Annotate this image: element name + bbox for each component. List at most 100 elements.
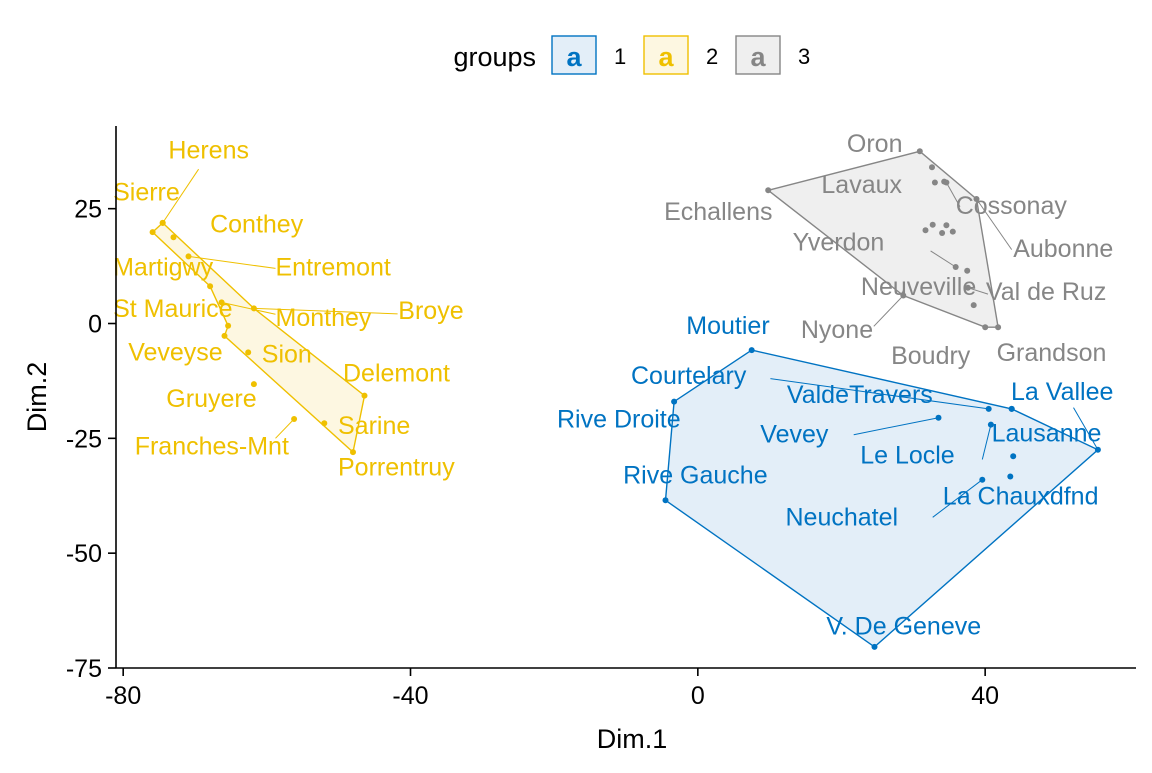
legend-glyph-2: a: [658, 42, 674, 72]
point-porrentruy: [350, 449, 356, 456]
point-label-conthey: Conthey: [210, 211, 304, 239]
y-tick-label: -75: [66, 655, 102, 683]
point-yverdon-4: [939, 230, 946, 236]
x-tick-label: 0: [691, 682, 705, 710]
point-le-locle: [987, 421, 994, 428]
leader-line-12: [981, 424, 992, 460]
point-label-v-de-geneve: V. De Geneve: [826, 613, 981, 641]
point-echallens: [765, 187, 772, 194]
point-label-moutier: Moutier: [686, 312, 769, 340]
leader-line-5: [976, 198, 1013, 250]
point-valdetravers: [1008, 405, 1015, 412]
point-entremont: [185, 253, 192, 260]
legend: groups a 1 a 2 a 3: [453, 35, 810, 75]
point-broye: [250, 305, 257, 312]
point-courtelary: [985, 405, 992, 412]
point-neuchatel: [979, 476, 986, 483]
point-sarine: [321, 420, 328, 427]
leader-line-14: [1073, 407, 1099, 451]
point-delemont: [361, 392, 368, 399]
point-label-neuchatel: Neuchatel: [786, 504, 899, 532]
point-v-de-geneve: [871, 643, 878, 650]
x-axis-title: Dim.1: [597, 724, 668, 754]
point-label-entremont: Entremont: [276, 253, 391, 281]
point-label-herens: Herens: [168, 137, 249, 165]
point-cossonay-3: [943, 179, 950, 186]
legend-title: groups: [453, 42, 536, 72]
point-neuveville: [952, 264, 959, 270]
leader-layer: [162, 168, 1099, 518]
point-yverdon: [929, 221, 936, 228]
point-moutier: [748, 347, 755, 354]
leader-line-8: [967, 287, 989, 295]
legend-label-2: 2: [706, 44, 718, 69]
point-layer: [149, 148, 1101, 650]
legend-glyph-3: a: [750, 42, 766, 72]
y-tick-label: -50: [66, 540, 102, 568]
legend-key-3: [735, 35, 781, 75]
point-boudry: [982, 324, 989, 331]
point-yverdon-2: [922, 227, 929, 234]
point-veveyse: [221, 332, 228, 339]
point-label-monthey: Monthey: [276, 304, 372, 332]
x-tick-label: 40: [971, 682, 999, 710]
point-neuveville-2: [964, 284, 971, 291]
point-martigwy: [207, 283, 214, 290]
point-label-st-maurice: St Maurice: [113, 295, 232, 323]
point-la-chauxdfnd: [1007, 473, 1014, 480]
point-nyone: [900, 292, 907, 299]
x-tick-label: -80: [105, 682, 141, 710]
point-label-grandson: Grandson: [997, 339, 1107, 367]
point-oron: [916, 148, 923, 155]
leader-line-13: [932, 479, 983, 518]
legend-key-2: [643, 35, 689, 75]
point-yverdon-5: [949, 228, 956, 235]
point-label-oron: Oron: [847, 130, 903, 158]
axes: -80 -40 0 40 25 0 -25 -50 -75 Dim.1 Dim.2: [22, 126, 1136, 754]
point-label-delemont: Delemont: [343, 359, 450, 387]
point-lavaux: [929, 164, 935, 171]
leader-line-2: [253, 307, 398, 315]
leader-line-10: [770, 378, 989, 410]
x-tick-label: -40: [392, 682, 428, 710]
y-tick-label: -25: [66, 425, 102, 453]
point-label-echallens: Echallens: [664, 198, 772, 226]
point-conthey: [170, 234, 177, 241]
point-label-rive-droite: Rive Droite: [557, 405, 681, 433]
y-tick-label: 0: [88, 311, 102, 339]
point-monthey: [225, 322, 232, 329]
point-label-la-vallee: La Vallee: [1011, 378, 1113, 406]
point-label-broye: Broye: [398, 297, 463, 325]
leader-line-4: [275, 418, 295, 439]
label-layer: Herens Sierre Conthey Entremont Martigwy St M…: [113, 130, 1113, 640]
point-label-yverdon: Yverdon: [793, 229, 885, 257]
point-label-rive-gauche: Rive Gauche: [623, 461, 768, 489]
point-label-boudry: Boudry: [891, 342, 971, 370]
point-label-vevey: Vevey: [760, 421, 829, 449]
point-gruyere: [250, 381, 257, 388]
point-sierre: [159, 219, 166, 226]
point-label-le-locle: Le Locle: [860, 442, 955, 470]
point-grandson: [995, 324, 1002, 331]
point-cossonay: [931, 179, 938, 186]
point-rive-droite: [671, 398, 678, 405]
point-label-courtelary: Courtelary: [631, 362, 747, 390]
point-val-de-ruz: [964, 267, 971, 274]
point-label-neuveville: Neuveville: [861, 273, 976, 301]
leader-line-11: [853, 417, 939, 436]
legend-key-1: [551, 35, 597, 75]
point-label-valdetravers: ValdeTravers: [787, 381, 933, 409]
point-label-la-chauxdfnd: La Chauxdfnd: [943, 483, 1099, 511]
point-label-porrentruy: Porrentruy: [338, 454, 455, 482]
point-lausanne: [1094, 446, 1101, 453]
point-franches-mnt: [291, 416, 298, 422]
legend-label-3: 3: [798, 44, 810, 69]
y-axis-title: Dim.2: [22, 362, 52, 433]
leader-line-3: [221, 301, 276, 315]
legend-label-1: 1: [614, 44, 626, 69]
leader-line-6: [945, 182, 961, 208]
point-conthey-2: [149, 229, 156, 236]
point-yverdon-3: [943, 222, 950, 229]
point-label-nyone: Nyone: [801, 316, 873, 344]
